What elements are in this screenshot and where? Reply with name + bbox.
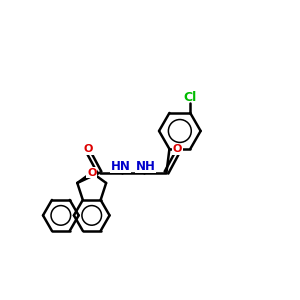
Text: O: O — [84, 144, 93, 154]
Text: HN: HN — [110, 160, 130, 172]
Text: O: O — [87, 167, 96, 178]
Text: O: O — [173, 144, 182, 154]
Text: NH: NH — [136, 160, 156, 172]
Text: Cl: Cl — [184, 91, 197, 104]
